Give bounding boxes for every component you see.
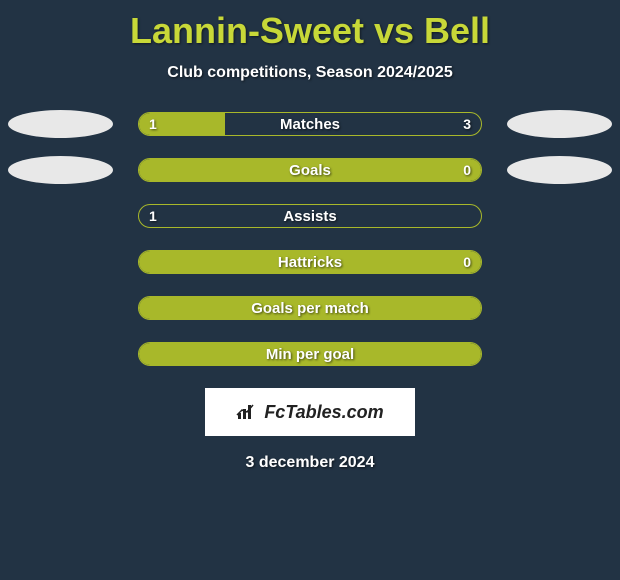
stat-label: Hattricks bbox=[278, 254, 342, 271]
stat-value-left: 1 bbox=[149, 208, 157, 224]
stat-row: Goals 0 bbox=[0, 158, 620, 182]
stat-label: Goals per match bbox=[251, 300, 369, 317]
stat-bar: 1 Assists bbox=[138, 204, 482, 228]
stat-value-right: 3 bbox=[463, 116, 471, 132]
stat-bar: 1 Matches 3 bbox=[138, 112, 482, 136]
stat-row: Goals per match bbox=[0, 296, 620, 320]
stat-value-right: 0 bbox=[463, 254, 471, 270]
comparison-card: Lannin-Sweet vs Bell Club competitions, … bbox=[0, 0, 620, 472]
stat-bar: Min per goal bbox=[138, 342, 482, 366]
stat-label: Matches bbox=[280, 116, 340, 133]
stat-row: Hattricks 0 bbox=[0, 250, 620, 274]
page-title: Lannin-Sweet vs Bell bbox=[0, 10, 620, 52]
player-left-badge bbox=[8, 110, 113, 138]
stat-value-left: 1 bbox=[149, 116, 157, 132]
stat-bar: Goals per match bbox=[138, 296, 482, 320]
player-right-badge bbox=[507, 110, 612, 138]
stat-rows-container: 1 Matches 3 Goals 0 1 Assists Hattricks 0 Goals p… bbox=[0, 112, 620, 366]
stat-row: 1 Matches 3 bbox=[0, 112, 620, 136]
brand-logo-text: FcTables.com bbox=[264, 402, 383, 423]
page-subtitle: Club competitions, Season 2024/2025 bbox=[0, 64, 620, 82]
player-left-badge bbox=[8, 156, 113, 184]
stat-label: Min per goal bbox=[266, 346, 354, 363]
stat-bar: Hattricks 0 bbox=[138, 250, 482, 274]
player-right-badge bbox=[507, 156, 612, 184]
stat-value-right: 0 bbox=[463, 162, 471, 178]
chart-icon bbox=[236, 403, 258, 421]
date-label: 3 december 2024 bbox=[0, 454, 620, 472]
stat-label: Goals bbox=[289, 162, 331, 179]
stat-label: Assists bbox=[283, 208, 336, 225]
stat-row: Min per goal bbox=[0, 342, 620, 366]
stat-row: 1 Assists bbox=[0, 204, 620, 228]
stat-bar: Goals 0 bbox=[138, 158, 482, 182]
brand-logo: FcTables.com bbox=[205, 388, 415, 436]
